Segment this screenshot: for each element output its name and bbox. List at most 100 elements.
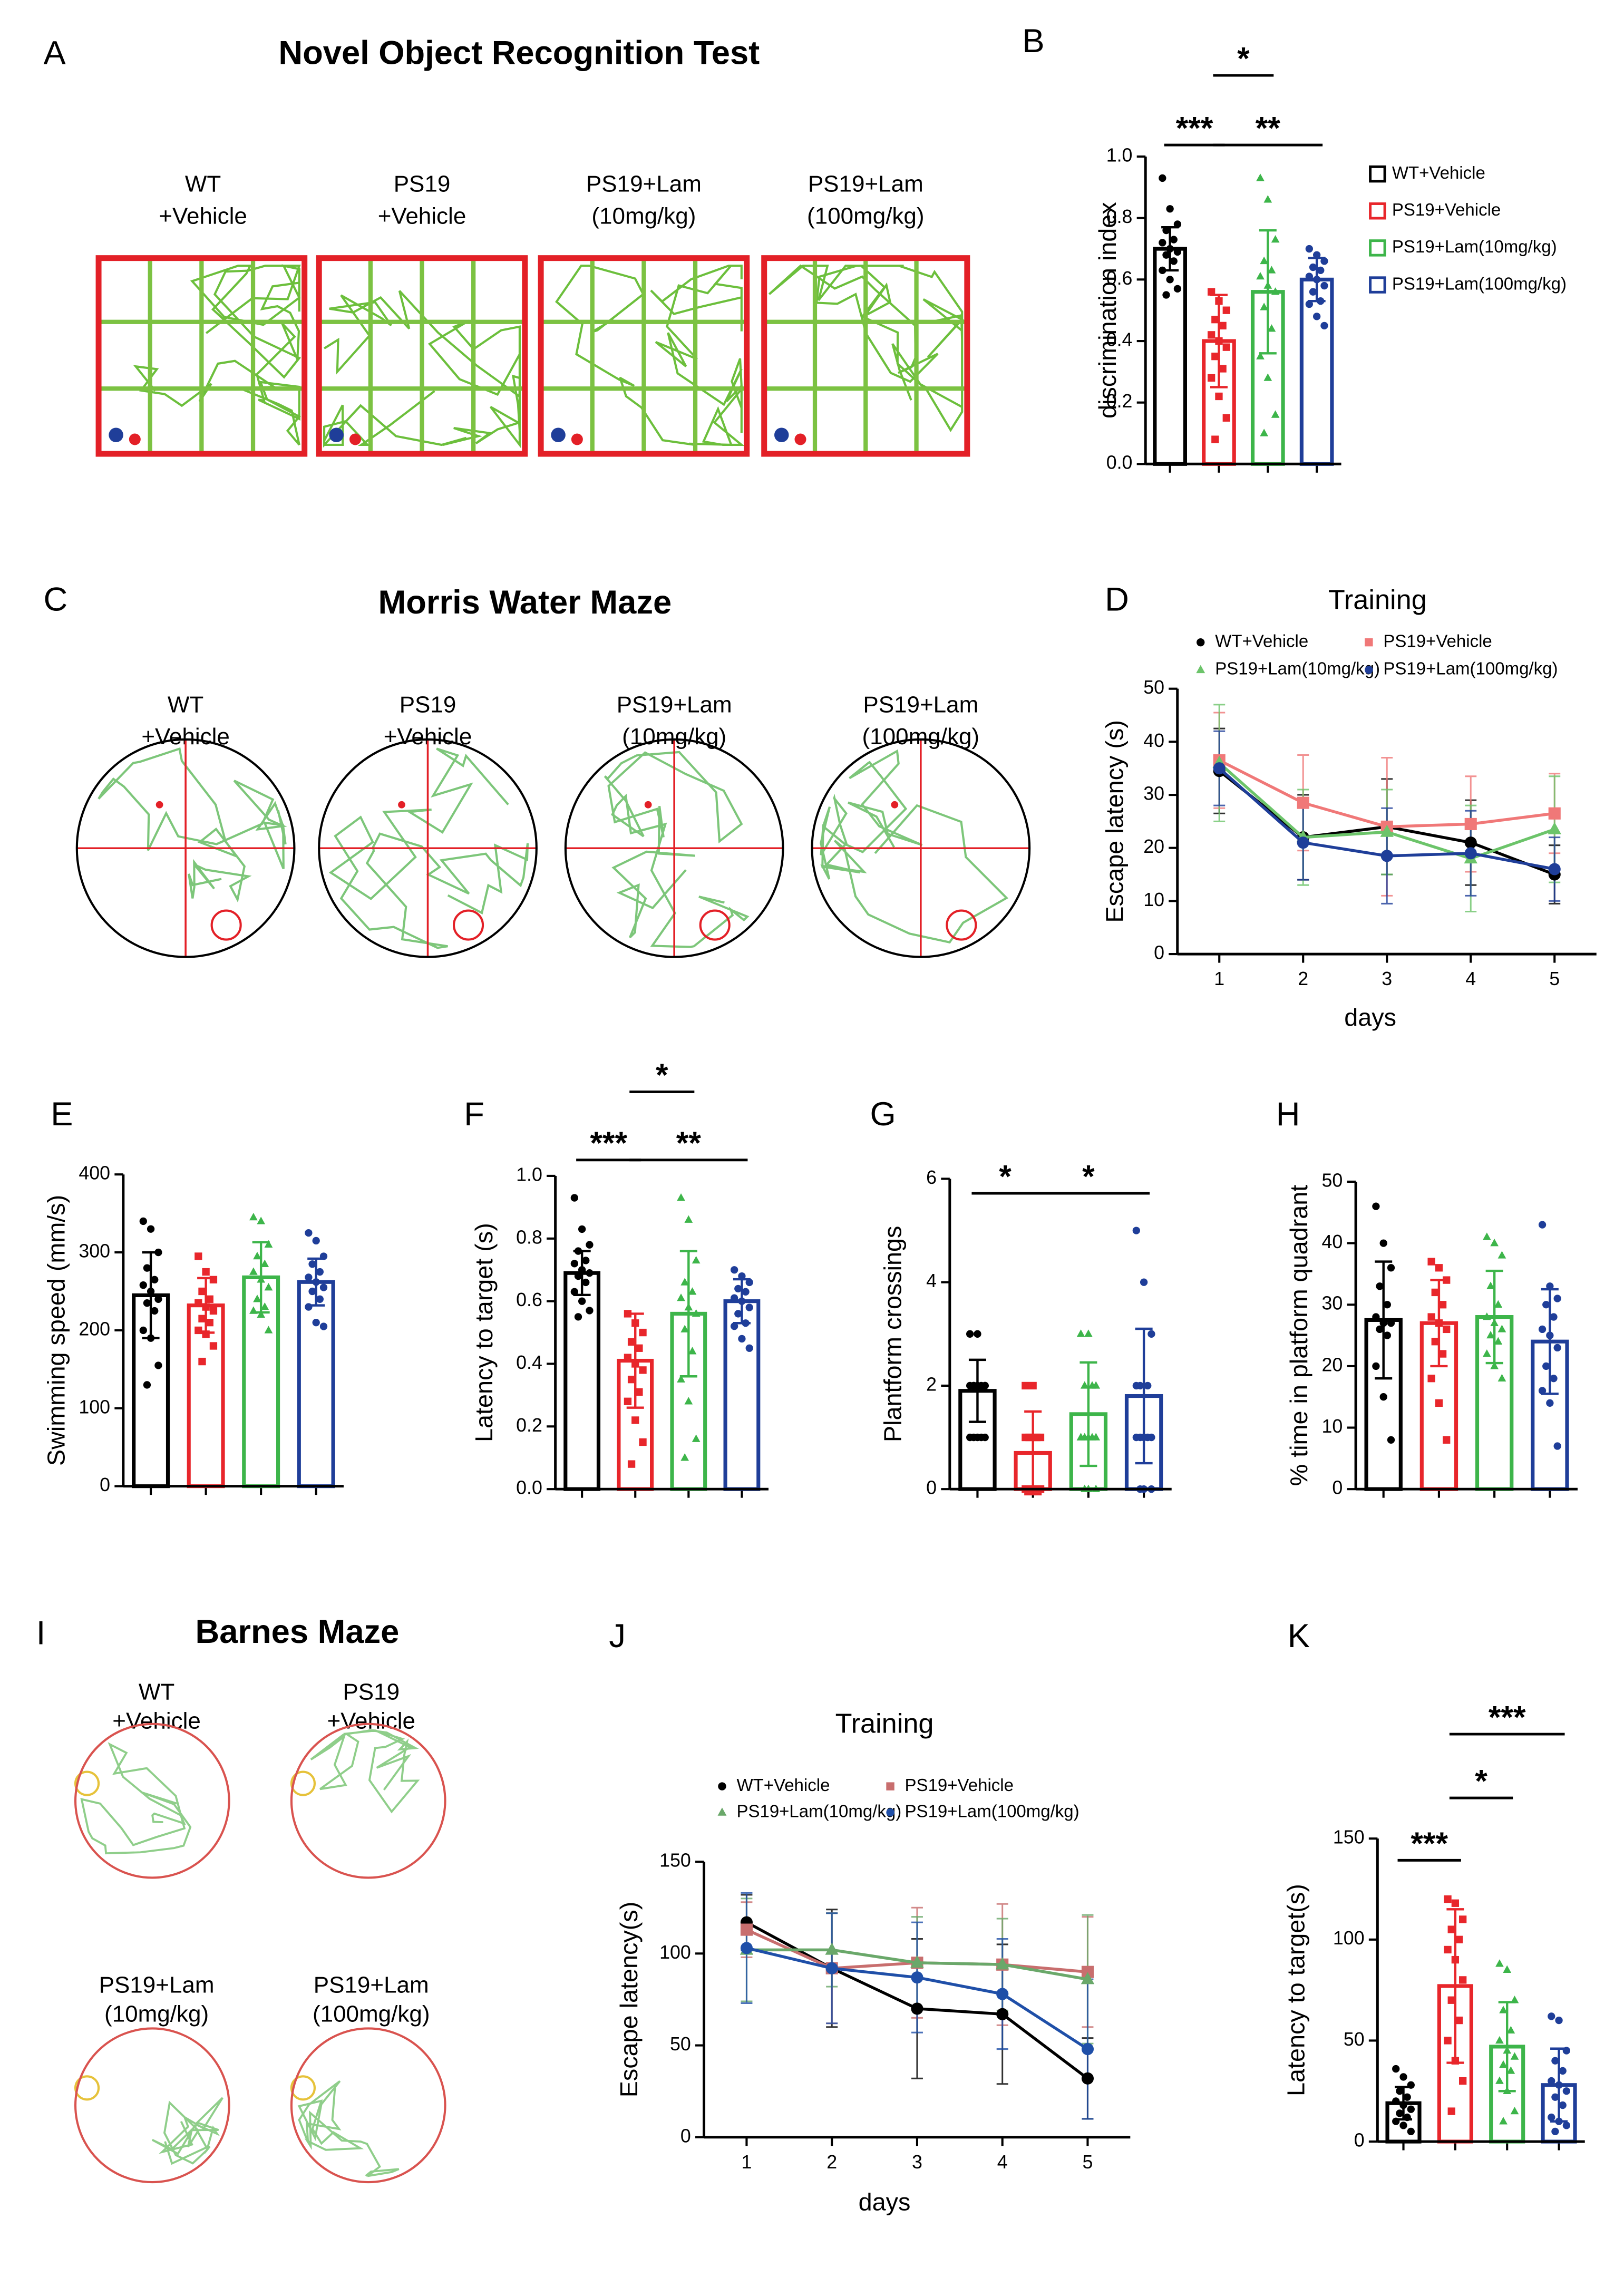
data-point (639, 1328, 647, 1337)
data-point (1551, 2057, 1559, 2065)
data-point (139, 1326, 147, 1335)
pool (811, 738, 1031, 958)
table (74, 2027, 230, 2184)
y-tick-label: 0.2 (516, 1415, 542, 1436)
data-point (738, 1297, 746, 1305)
y-tick-label: 150 (659, 1850, 691, 1871)
x-tick-label: 4 (1465, 968, 1476, 989)
data-point (1399, 2073, 1407, 2081)
data-point (688, 1287, 697, 1295)
data-point (198, 1315, 206, 1322)
data-point (139, 1217, 147, 1225)
start-dot (109, 427, 123, 443)
track (604, 751, 750, 948)
legend-marker (1197, 638, 1205, 647)
data-point (631, 1416, 639, 1424)
track-label: PS19+Lam (863, 692, 978, 717)
pool (75, 738, 296, 958)
data-point (1427, 1375, 1435, 1383)
data-point (308, 1287, 316, 1296)
data-point (677, 1293, 685, 1301)
bar (563, 1271, 601, 1491)
data-point (1551, 2093, 1559, 2101)
data-point (627, 1338, 636, 1346)
data-point (1503, 2046, 1512, 2054)
data-point (1482, 1349, 1491, 1357)
data-point (1380, 850, 1393, 862)
data-point (586, 1307, 594, 1315)
data-point (692, 1434, 701, 1442)
y-tick-label: 100 (79, 1396, 110, 1417)
legend-marker (718, 1782, 726, 1791)
data-point (1309, 263, 1317, 271)
data-point (249, 1267, 258, 1275)
data-point (1263, 373, 1272, 381)
data-point (1497, 1374, 1506, 1381)
y-tick-label: 150 (1333, 1827, 1365, 1848)
start-dot (155, 801, 163, 809)
track-label: +Vehicle (112, 1708, 201, 1734)
end-dot (349, 433, 361, 445)
track-label: (100mg/kg) (313, 2001, 430, 2027)
data-point (684, 1215, 693, 1223)
panel-title: Barnes Maze (196, 1613, 400, 1650)
data-point (1510, 2052, 1519, 2060)
data-point (1546, 1331, 1554, 1339)
data-point (1427, 1258, 1435, 1266)
data-point (319, 1252, 328, 1260)
data-point (970, 1381, 978, 1390)
data-point (1022, 1433, 1029, 1442)
data-point (677, 1193, 685, 1201)
significance-label: * (999, 1158, 1012, 1194)
data-point (154, 1361, 162, 1369)
track-label: PS19+Lam (99, 1972, 215, 1998)
data-point (1022, 1381, 1029, 1390)
data-point (1219, 365, 1227, 373)
start-dot (329, 427, 344, 443)
panel-letter: G (870, 1096, 896, 1133)
data-point (745, 1303, 753, 1311)
data-point (1499, 2117, 1508, 2125)
significance-label: *** (1411, 1825, 1448, 1861)
data-point (1376, 1282, 1384, 1290)
legend-label: PS19+Lam(100mg/kg) (1392, 274, 1567, 293)
data-point (1443, 1276, 1451, 1284)
end-dot (794, 433, 806, 445)
data-point (639, 1438, 647, 1446)
data-point (1495, 2076, 1504, 2084)
data-point (1380, 824, 1394, 837)
data-point (209, 1276, 218, 1283)
data-point (305, 1303, 313, 1311)
bar (1299, 277, 1334, 466)
data-point (1447, 1925, 1455, 1933)
legend-label: PS19+Lam(10mg/kg) (736, 1801, 901, 1821)
data-point (1538, 1221, 1547, 1229)
data-point (1551, 2127, 1559, 2136)
y-tick-label: 50 (1322, 1170, 1343, 1191)
data-point (1506, 2026, 1515, 2033)
x-tick-label: 1 (1214, 968, 1224, 989)
data-point (730, 1294, 738, 1302)
data-point (1559, 2067, 1567, 2075)
data-point (1548, 2077, 1555, 2085)
platform (699, 909, 731, 941)
arena-border (761, 255, 970, 457)
data-point (1372, 1362, 1380, 1370)
start-dot (398, 801, 405, 809)
significance-label: * (1082, 1158, 1095, 1194)
track-label: PS19+Lam (314, 1972, 429, 1998)
legend-swatch (1369, 239, 1386, 257)
y-tick-label: 0 (100, 1474, 110, 1495)
data-point (1553, 1344, 1561, 1352)
data-point (1486, 1281, 1495, 1289)
data-point (1459, 2077, 1467, 2085)
legend-label: PS19+Vehicle (1383, 631, 1492, 650)
y-tick-label: 0.6 (1106, 268, 1133, 289)
data-point (1256, 352, 1265, 359)
data-point (1497, 1325, 1506, 1332)
error-bar (1259, 229, 1277, 355)
data-point (1550, 1375, 1558, 1383)
table-border (290, 2027, 446, 2184)
data-point (692, 1256, 701, 1264)
data-point (1313, 313, 1321, 320)
